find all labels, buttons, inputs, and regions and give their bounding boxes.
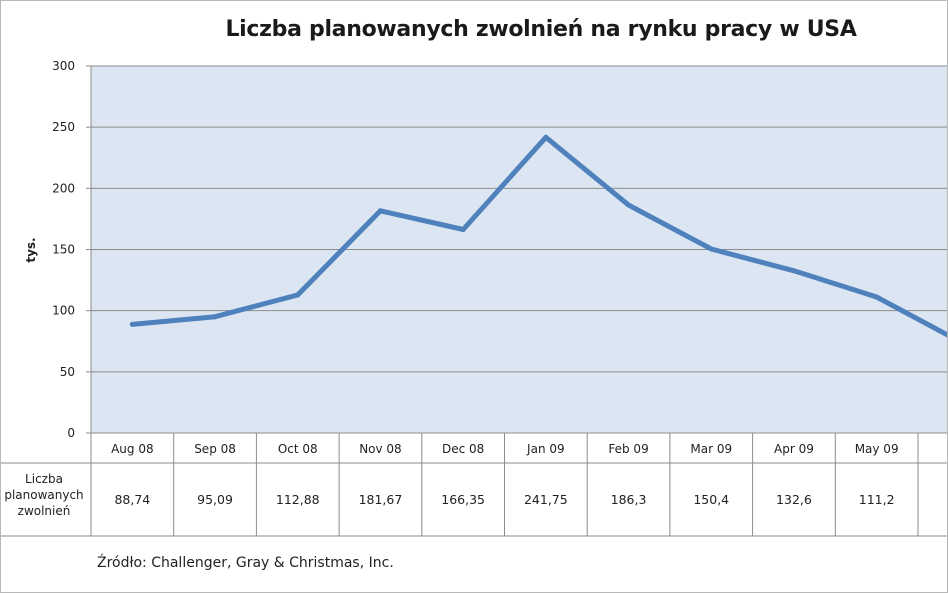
source-note: Źródło: Challenger, Gray & Christmas, In… bbox=[97, 555, 394, 571]
y-tick-label: 50 bbox=[60, 365, 75, 379]
table-value-cell: 132,6 bbox=[776, 492, 812, 507]
table-value-cell: 181,67 bbox=[359, 492, 403, 507]
x-category-label: Nov 08 bbox=[359, 442, 402, 456]
table-value-cell: 150,4 bbox=[693, 492, 729, 507]
table-value-cell: 241,75 bbox=[524, 492, 568, 507]
y-tick-label: 100 bbox=[52, 304, 75, 318]
y-axis-label: tys. bbox=[24, 237, 38, 262]
table-value-cell: 186,3 bbox=[611, 492, 647, 507]
y-tick-label: 0 bbox=[67, 426, 75, 440]
table-value-cell: 166,35 bbox=[441, 492, 485, 507]
table-value-cell: 88,74 bbox=[114, 492, 150, 507]
data-point bbox=[129, 321, 135, 327]
x-category-label: Jan 09 bbox=[526, 442, 565, 456]
data-point bbox=[377, 208, 383, 214]
data-point bbox=[212, 314, 218, 320]
y-tick-label: 300 bbox=[52, 59, 75, 73]
chart-title: Liczba planowanych zwolnień na rynku pra… bbox=[225, 17, 857, 42]
y-tick-label: 250 bbox=[52, 120, 75, 134]
data-point bbox=[295, 292, 301, 298]
x-category-label: Apr 09 bbox=[774, 442, 814, 456]
data-point bbox=[626, 202, 632, 208]
data-point bbox=[874, 294, 880, 300]
x-category-label: Sep 08 bbox=[194, 442, 236, 456]
table-value-cell: 111,2 bbox=[859, 492, 895, 507]
x-category-label: May 09 bbox=[855, 442, 899, 456]
data-point bbox=[460, 227, 466, 232]
data-point bbox=[791, 268, 797, 274]
x-category-label: Aug 08 bbox=[111, 442, 154, 456]
table-row-label: Liczba planowanych zwolnień bbox=[4, 472, 83, 518]
x-category-label: Dec 08 bbox=[442, 442, 484, 456]
data-point bbox=[543, 134, 549, 140]
y-tick-label: 200 bbox=[52, 181, 75, 195]
x-category-label: Oct 08 bbox=[278, 442, 318, 456]
table-value-cell: 112,88 bbox=[276, 492, 320, 507]
data-point bbox=[708, 246, 714, 252]
table-value-cell: 95,09 bbox=[197, 492, 233, 507]
x-category-label: Mar 09 bbox=[690, 442, 732, 456]
y-tick-label: 150 bbox=[52, 243, 75, 257]
x-category-label: Feb 09 bbox=[608, 442, 648, 456]
